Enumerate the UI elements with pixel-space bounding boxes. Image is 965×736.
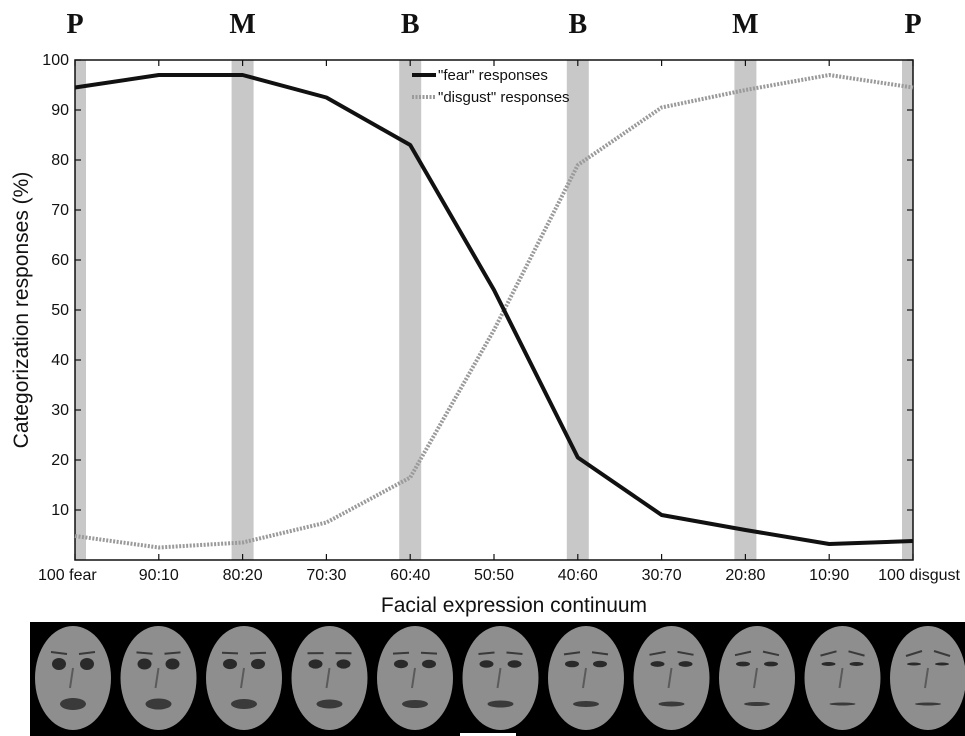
face-image <box>35 626 111 730</box>
face-image <box>462 626 539 730</box>
series-line-disgust <box>74 73 914 550</box>
face-image <box>206 626 282 730</box>
x-tick-label: 100 fear <box>38 567 97 584</box>
y-tick-label: 30 <box>51 402 69 419</box>
y-tick-label: 100 <box>42 52 69 69</box>
category-bands <box>75 60 913 560</box>
y-tick-label: 50 <box>51 302 69 319</box>
band-letter: M <box>732 9 758 40</box>
band-letter: P <box>66 9 83 40</box>
category-band <box>734 60 757 560</box>
y-tick-label: 20 <box>51 452 69 469</box>
y-axis-label: Categorization responses (%) <box>10 172 33 449</box>
legend-label: "disgust" responses <box>438 89 570 106</box>
y-tick-label: 10 <box>51 502 69 519</box>
x-tick-label: 10:90 <box>809 567 849 584</box>
axis-ticks: 10 20 30 40 50 60 70 80 90 100 100 fear 90:10 80:20 7… <box>38 52 961 584</box>
category-band <box>566 60 589 560</box>
x-tick-label: 100 disgust <box>878 567 960 584</box>
face-image <box>633 626 710 730</box>
y-tick-label: 60 <box>51 252 69 269</box>
band-letter: M <box>229 9 255 40</box>
x-axis-label: Facial expression continuum <box>381 594 647 617</box>
x-tick-label: 70:30 <box>306 567 346 584</box>
x-tick-label: 60:40 <box>390 567 430 584</box>
y-tick-label: 90 <box>51 102 69 119</box>
face-image <box>804 626 881 730</box>
face-image <box>377 626 453 730</box>
scale-bar <box>460 733 516 736</box>
face-image <box>291 626 368 730</box>
band-letter: P <box>904 9 921 40</box>
series-lines <box>74 73 914 550</box>
legend-label: "fear" responses <box>438 67 548 84</box>
face-image <box>120 626 197 730</box>
plot-frame <box>74 59 914 561</box>
x-tick-label: 80:20 <box>223 567 263 584</box>
y-tick-label: 40 <box>51 352 69 369</box>
x-tick-label: 40:60 <box>558 567 598 584</box>
series-line-fear <box>74 73 914 546</box>
y-tick-label: 80 <box>51 152 69 169</box>
x-tick-label: 50:50 <box>474 567 514 584</box>
y-tick-label: 70 <box>51 202 69 219</box>
face-image <box>719 626 795 730</box>
face-image <box>548 626 624 730</box>
x-tick-label: 90:10 <box>139 567 179 584</box>
band-letter: B <box>401 9 420 40</box>
x-tick-label: 30:70 <box>642 567 682 584</box>
face-image <box>890 626 965 730</box>
category-band <box>399 60 422 560</box>
face-strip <box>30 622 965 736</box>
legend: "fear" responses "disgust" responses <box>412 67 570 106</box>
band-letter: B <box>568 9 587 40</box>
x-tick-label: 20:80 <box>725 567 765 584</box>
category-band <box>231 60 254 560</box>
